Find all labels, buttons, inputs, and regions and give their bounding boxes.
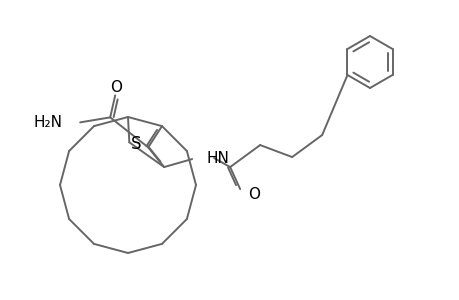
Text: HN: HN [206,151,229,166]
Text: S: S [131,135,141,153]
Text: O: O [110,80,122,95]
Text: H₂N: H₂N [33,115,62,130]
Text: O: O [247,187,260,202]
